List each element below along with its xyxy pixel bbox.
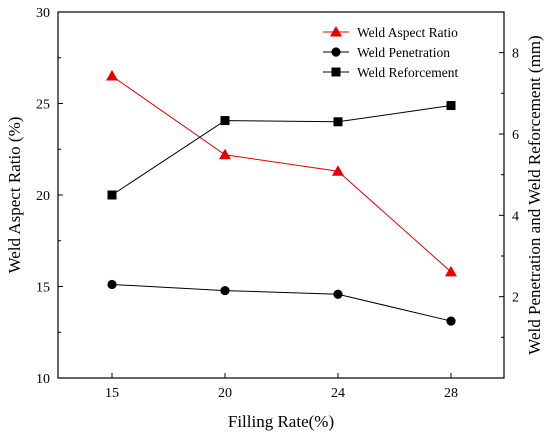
series-weld-reforcement [107,101,456,200]
legend-marker [330,26,342,37]
legend: Weld Aspect Ratio Weld Penetration Weld Re… [323,25,458,80]
data-point-weld-penetration [220,285,230,296]
y-left-tick-label: 10 [36,372,50,387]
data-point-weld-reforcement [333,117,343,127]
legend-item-weld-penetration: Weld Penetration [323,45,450,60]
y-right-tick-label: 4 [512,209,519,224]
data-point-weld-aspect-ratio [219,148,231,160]
data-point-weld-aspect-ratio [445,265,457,277]
data-point-weld-penetration [446,316,456,326]
x-tick-label: 15 [105,386,119,401]
x-axis-title: Filling Rate(%) [228,412,334,431]
y-right-tick-label: 8 [512,47,519,62]
series-line-weld-penetration [111,283,452,322]
y-axis-left-title: Weld Aspect Ratio (%) [5,117,24,274]
series-line-weld-aspect-ratio [111,75,452,273]
x-tick-label: 28 [444,386,458,401]
y-right-tick-label: 6 [512,128,519,143]
y-left-tick-label: 15 [36,281,50,296]
legend-label: Weld Penetration [357,45,450,60]
legend-marker [331,47,341,57]
data-point-weld-aspect-ratio [106,70,118,81]
series-weld-aspect-ratio [106,70,457,277]
series-layer [106,70,457,326]
legend-item-weld-reforcement: Weld Reforcement [323,65,458,80]
series-weld-penetration [107,279,456,326]
y-left-tick-label: 20 [36,189,50,204]
series-line-weld-reforcement [111,105,452,196]
data-point-weld-reforcement [107,190,117,200]
y-right-tick-label: 2 [512,291,519,306]
data-point-weld-penetration [333,289,343,299]
legend-label: Weld Reforcement [357,65,458,80]
x-tick-label: 20 [218,386,232,401]
data-point-weld-aspect-ratio [332,165,344,176]
x-tick-label: 24 [331,386,345,401]
data-point-weld-reforcement [446,101,456,111]
legend-label: Weld Aspect Ratio [357,25,458,40]
legend-item-weld-aspect-ratio: Weld Aspect Ratio [323,25,458,40]
legend-marker [331,67,341,77]
data-point-weld-reforcement [220,116,230,126]
data-point-weld-penetration [107,279,117,290]
y-axis-right-title: Weld Penetration and Weld Reforcement (m… [525,35,544,354]
y-left-tick-label: 25 [36,98,50,113]
y-left-tick-label: 30 [36,6,50,21]
